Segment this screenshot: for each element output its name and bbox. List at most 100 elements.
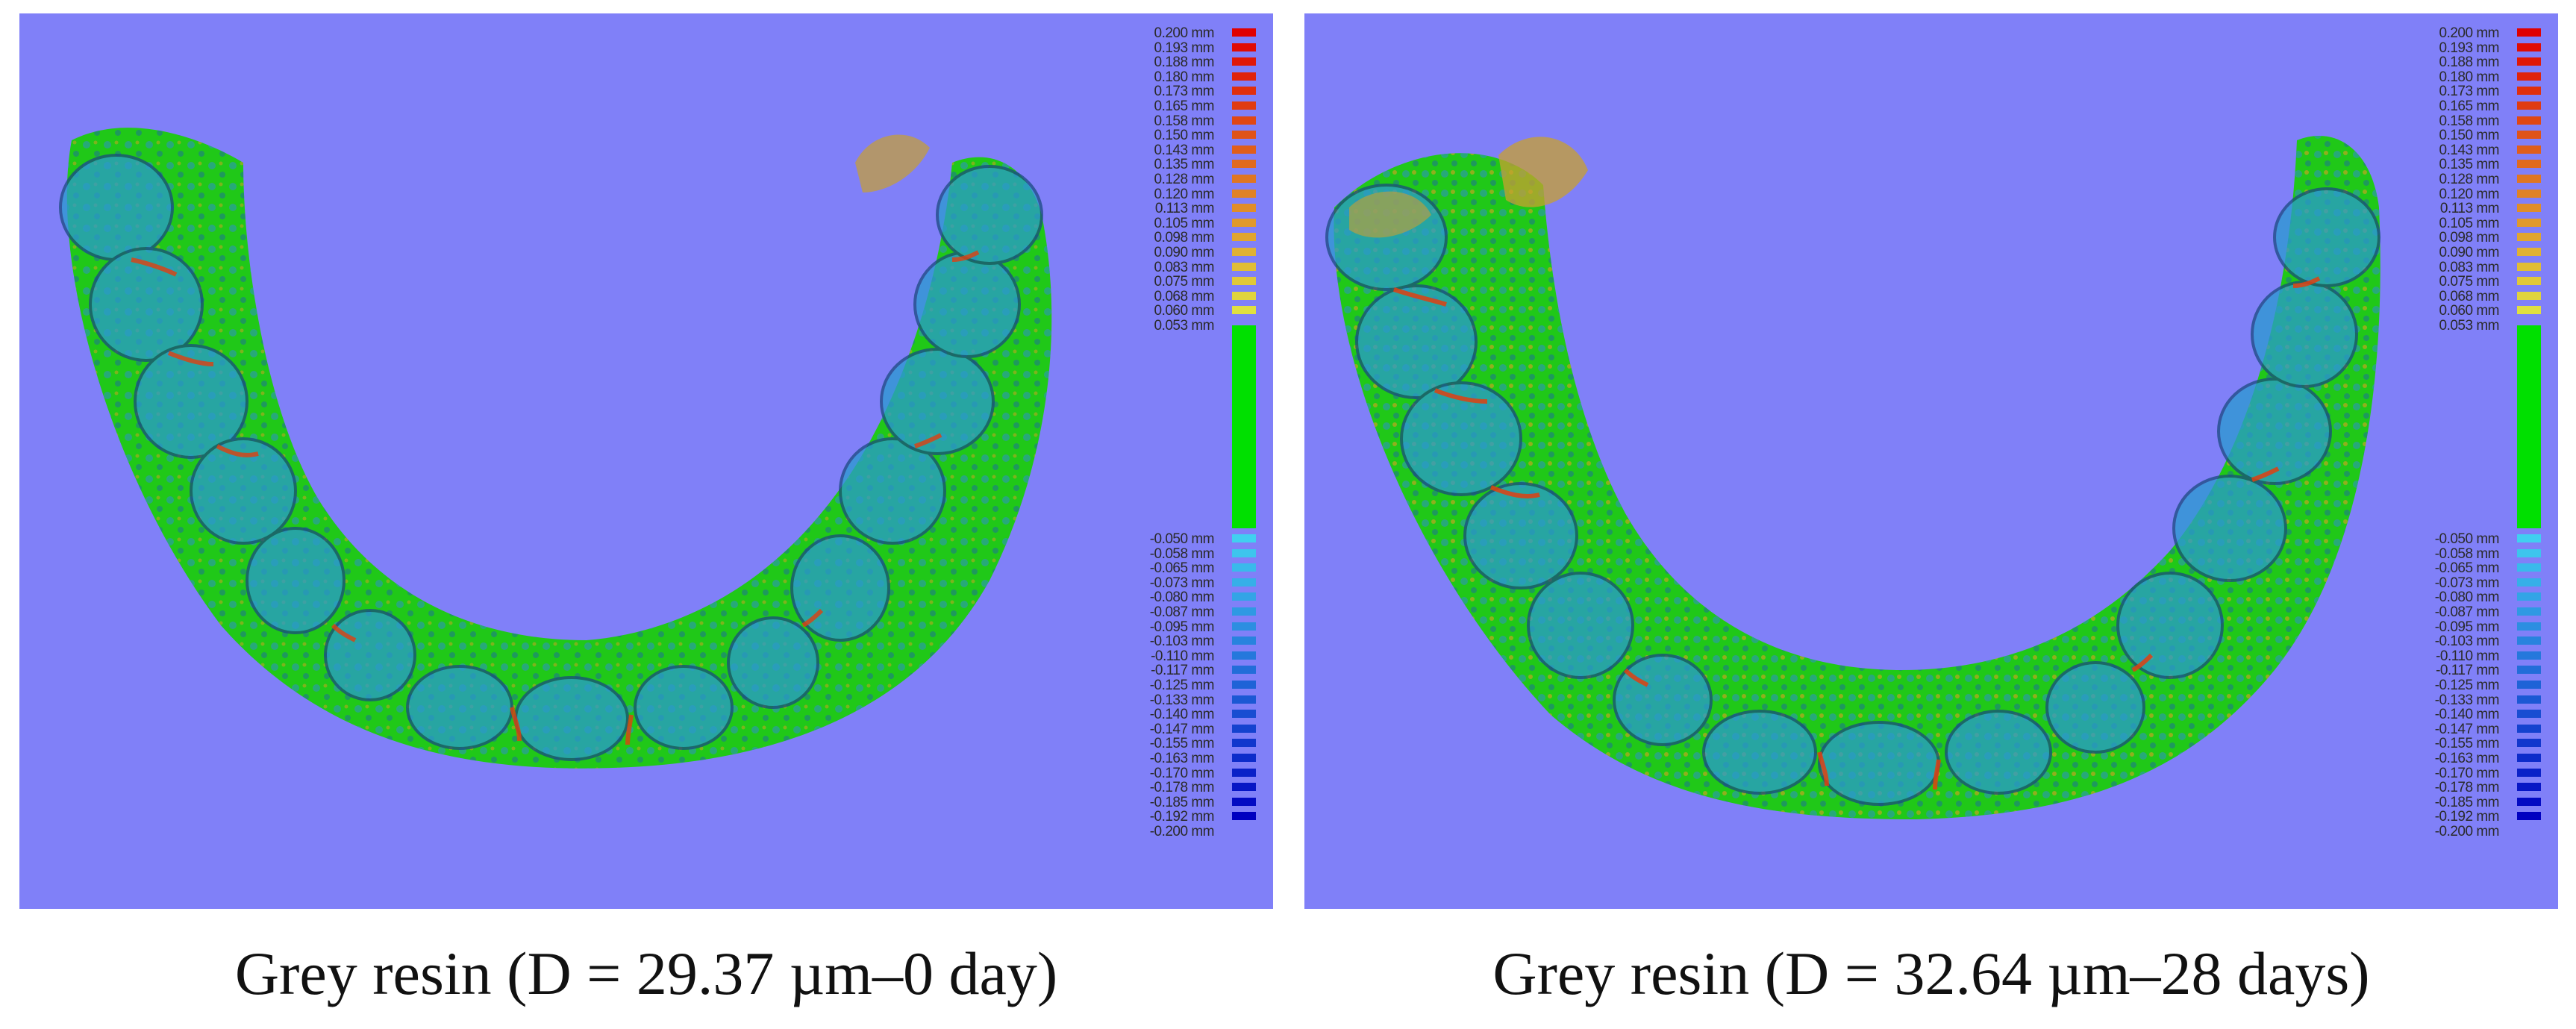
legend-value: -0.073 mm <box>2434 575 2500 591</box>
legend-entry: 0.193 mm <box>1094 41 1262 55</box>
legend-value: -0.163 mm <box>1149 751 1215 766</box>
legend-value: 0.053 mm <box>2439 318 2500 334</box>
legend-value: 0.135 mm <box>2439 157 2500 173</box>
legend-value: -0.133 mm <box>2434 692 2500 708</box>
legend-value: 0.158 mm <box>2439 113 2500 129</box>
legend-value: 0.150 mm <box>2439 128 2500 144</box>
legend-value: 0.193 mm <box>2439 40 2500 56</box>
legend-entry: 0.060 mm <box>1094 304 1262 318</box>
legend-value: -0.103 mm <box>1149 634 1215 650</box>
legend-entry: -0.192 mm <box>2379 809 2547 825</box>
legend-entry: -0.163 mm <box>2379 751 2547 766</box>
legend-entry: 0.090 mm <box>1094 245 1262 260</box>
legend-entry: 0.083 mm <box>1094 260 1262 275</box>
legend-entry: 0.105 mm <box>1094 216 1262 231</box>
legend-value: -0.065 mm <box>1149 560 1215 577</box>
legend-entry: 0.143 mm <box>2379 143 2547 157</box>
legend-entry: 0.188 mm <box>1094 55 1262 69</box>
legend-value: 0.120 mm <box>2439 186 2500 202</box>
legend-entry: 0.173 mm <box>1094 84 1262 98</box>
legend-value: 0.165 mm <box>2439 98 2500 114</box>
legend-entry: 0.135 mm <box>2379 157 2547 173</box>
legend-value: 0.075 mm <box>1154 274 1215 290</box>
legend-entry: 0.068 mm <box>2379 290 2547 304</box>
legend-entry: 0.158 mm <box>1094 114 1262 128</box>
legend-swatch <box>1232 233 1256 242</box>
legend-entry: 0.113 mm <box>1094 201 1262 216</box>
legend-entry: -0.200 mm <box>2379 825 2547 839</box>
legend-entry: 0.165 mm <box>1094 99 1262 113</box>
legend-entry: -0.170 mm <box>2379 766 2547 781</box>
legend-swatch <box>2517 578 2541 587</box>
color-scale-legend: 0.200 mm 0.193 mm 0.188 mm 0.180 mm 0.173 mm… <box>2379 26 2547 909</box>
legend-swatch <box>1232 160 1256 169</box>
legend-entry: 0.120 mm <box>1094 186 1262 202</box>
legend-swatch <box>2517 306 2541 315</box>
legend-swatch <box>2517 651 2541 660</box>
legend-swatch <box>1232 72 1256 81</box>
legend-entry: 0.200 mm <box>2379 26 2547 40</box>
legend-entry: 0.083 mm <box>2379 260 2547 275</box>
legend-value: -0.192 mm <box>2434 809 2500 825</box>
legend-swatch <box>1232 131 1256 140</box>
legend-swatch <box>1232 87 1256 96</box>
legend-value: 0.200 mm <box>1154 25 1215 41</box>
legend-swatch <box>1232 724 1256 733</box>
legend-swatch <box>1232 534 1256 542</box>
legend-swatch <box>2517 131 2541 140</box>
legend-neutral-band <box>1232 325 1256 528</box>
legend-swatch <box>1232 783 1256 792</box>
legend-value: -0.073 mm <box>1149 575 1215 591</box>
legend-swatch <box>2517 175 2541 183</box>
legend-swatch <box>2517 116 2541 125</box>
legend-swatch <box>1232 175 1256 183</box>
legend-swatch <box>1232 592 1256 601</box>
legend-swatch <box>2517 812 2541 821</box>
legend-entry: 0.143 mm <box>1094 143 1262 157</box>
legend-entry: -0.065 mm <box>1094 560 1262 577</box>
legend-entry: 0.150 mm <box>1094 128 1262 143</box>
legend-entry: -0.170 mm <box>1094 766 1262 781</box>
legend-value: 0.098 mm <box>1154 230 1215 246</box>
legend-swatch <box>2517 87 2541 96</box>
legend-value: -0.155 mm <box>1149 736 1215 752</box>
legend-entry: -0.155 mm <box>2379 736 2547 751</box>
dental-arch-scan-left <box>59 128 1052 769</box>
legend-swatch <box>2517 710 2541 719</box>
legend-value: -0.117 mm <box>1151 663 1214 679</box>
legend-value: 0.068 mm <box>1154 288 1215 304</box>
legend-value: -0.117 mm <box>2436 663 2499 679</box>
dental-arch-scan-right <box>1325 136 2380 819</box>
legend-value: -0.140 mm <box>1149 707 1215 723</box>
legend-value: -0.125 mm <box>2434 678 2500 693</box>
legend-value: -0.192 mm <box>1149 809 1215 825</box>
legend-value: 0.053 mm <box>1154 318 1215 334</box>
legend-swatch <box>1232 622 1256 631</box>
legend-swatch <box>2517 248 2541 256</box>
legend-swatch <box>2517 189 2541 198</box>
legend-entry: -0.058 mm <box>1094 547 1262 561</box>
legend-value: 0.135 mm <box>1154 157 1215 173</box>
legend-swatch <box>2517 768 2541 777</box>
legend-swatch <box>1232 43 1256 51</box>
legend-value: -0.103 mm <box>2434 634 2500 650</box>
legend-swatch <box>1232 666 1256 675</box>
legend-entry: -0.140 mm <box>2379 707 2547 722</box>
legend-value: -0.147 mm <box>2434 721 2500 737</box>
legend-entry: -0.110 mm <box>2379 649 2547 663</box>
legend-value: -0.095 mm <box>1149 619 1215 635</box>
legend-value: 0.060 mm <box>2439 303 2500 319</box>
legend-entry: -0.095 mm <box>1094 619 1262 635</box>
legend-swatch <box>2517 724 2541 733</box>
legend-swatch <box>2517 160 2541 169</box>
legend-swatch <box>1232 57 1256 66</box>
legend-swatch <box>1232 548 1256 557</box>
legend-swatch <box>1232 797 1256 806</box>
legend-swatch <box>1232 739 1256 748</box>
legend-entry: -0.147 mm <box>1094 722 1262 736</box>
legend-swatch <box>1232 189 1256 198</box>
legend-swatch <box>2517 681 2541 689</box>
legend-value: 0.120 mm <box>1154 186 1215 202</box>
legend-swatch <box>1232 204 1256 213</box>
legend-entry: 0.165 mm <box>2379 98 2547 114</box>
